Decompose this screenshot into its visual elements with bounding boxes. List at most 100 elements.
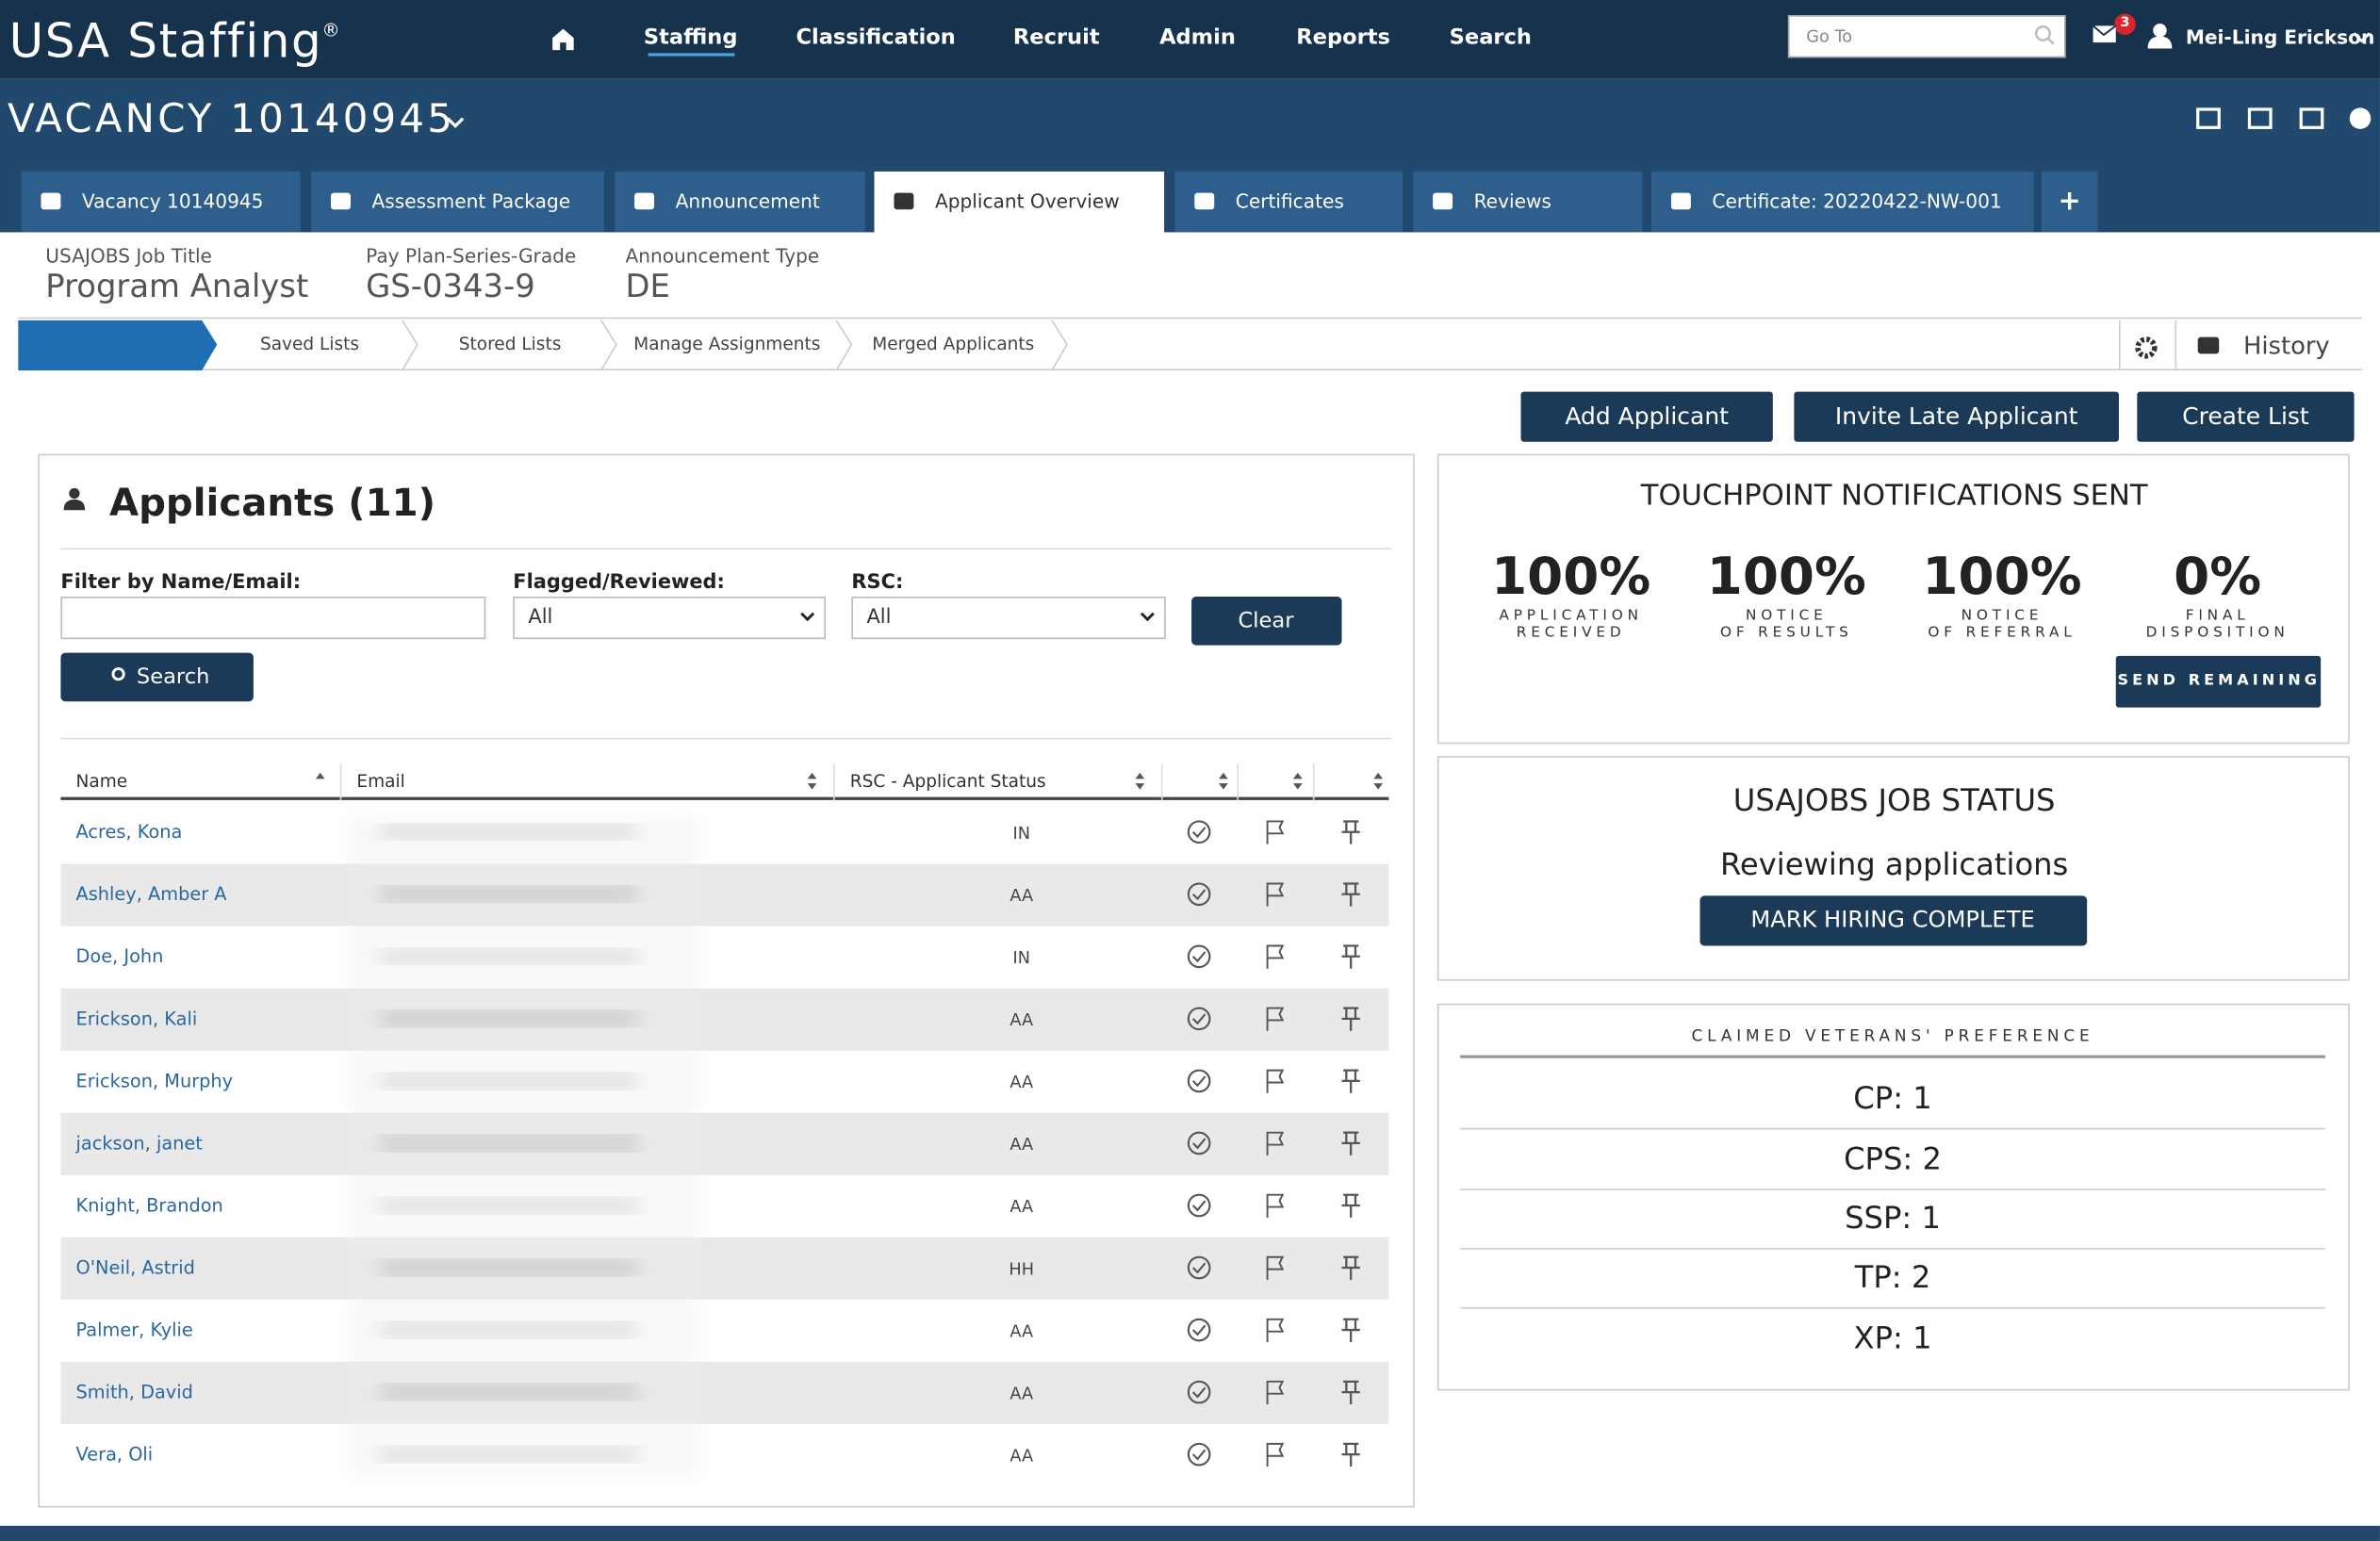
job-field-label: USAJOBS Job Title	[45, 243, 212, 268]
tab-label[interactable]: Certificate: 20220422-NW-001	[1712, 189, 2002, 213]
select-caret	[1140, 612, 1155, 622]
send-remaining-label[interactable]: SEND REMAINING	[2117, 672, 2321, 690]
history-link[interactable]: History	[2243, 331, 2330, 360]
email-redacted	[379, 1259, 638, 1276]
subtab[interactable]: Stored Lists	[458, 333, 562, 354]
bottom-bar	[0, 1525, 2380, 1541]
applicant-name[interactable]: Knight, Brandon	[75, 1194, 223, 1217]
sort-icon	[315, 772, 325, 779]
stat-value: 100%	[1922, 546, 2082, 608]
filter-select-value[interactable]: All	[866, 606, 892, 630]
applicant-name[interactable]: jackson, janet	[75, 1132, 203, 1155]
applicant-name[interactable]: Doe, John	[75, 945, 164, 968]
settings-button[interactable]	[2118, 320, 2177, 371]
send-remaining-button[interactable]	[2115, 655, 2322, 708]
filter-select[interactable]	[513, 597, 827, 640]
pin-icon	[1341, 1255, 1360, 1280]
applicant-name[interactable]: Acres, Kona	[75, 821, 183, 843]
subtab[interactable]: Manage Assignments	[633, 333, 821, 354]
column-header[interactable]: RSC - Applicant Status	[849, 770, 1046, 792]
action-button[interactable]	[1520, 391, 1773, 442]
tab[interactable]	[615, 172, 865, 233]
filter-label: Flagged/Reviewed:	[513, 571, 725, 595]
job-status-panel	[1436, 756, 2350, 981]
nav-item[interactable]: Admin	[1159, 25, 1236, 51]
applicant-name[interactable]: O'Neil, Astrid	[75, 1256, 195, 1279]
tab-label[interactable]: Applicant Overview	[934, 189, 1120, 213]
email-redacted	[379, 1385, 638, 1401]
vacancy-title: VACANCY 10140945	[8, 97, 456, 143]
tab-label[interactable]: Certificates	[1235, 189, 1344, 213]
column-divider	[1237, 763, 1239, 800]
applicant-name[interactable]: Palmer, Kylie	[75, 1319, 193, 1341]
subtab[interactable]: Saved Lists	[259, 333, 360, 354]
goto-input[interactable]	[1787, 15, 2066, 58]
reviewed-check	[1191, 1386, 1206, 1399]
action-button[interactable]	[1794, 391, 2119, 442]
applicant-name[interactable]: Erickson, Kali	[75, 1008, 198, 1030]
stat-label: FINAL	[2185, 607, 2250, 625]
flag-icon	[1266, 1193, 1285, 1218]
filter-select[interactable]	[851, 597, 1166, 640]
column-header[interactable]: Email	[356, 770, 405, 792]
tab-icon	[1194, 192, 1215, 210]
stat-label: APPLICATION	[1499, 607, 1643, 625]
subtab-bar	[18, 319, 2362, 371]
tab-icon	[1670, 192, 1691, 210]
email-redacted	[379, 1135, 638, 1151]
applicant-name[interactable]: Erickson, Murphy	[75, 1070, 234, 1092]
stat-label: RECEIVED	[1516, 624, 1626, 642]
veterans-divider	[1460, 1189, 2325, 1190]
subtab[interactable]: Merged Applicants	[872, 333, 1035, 354]
nav-item[interactable]: Recruit	[1012, 25, 1100, 51]
mark-complete-label[interactable]: MARK HIRING COMPLETE	[1750, 905, 2035, 933]
tab-label[interactable]: Vacancy 10140945	[81, 189, 264, 213]
applicant-name[interactable]: Smith, David	[75, 1381, 193, 1403]
pin-icon	[1341, 1380, 1360, 1404]
reviewed-icon	[1187, 882, 1211, 907]
applicant-name[interactable]: Ashley, Amber A	[75, 883, 227, 906]
search-button[interactable]	[60, 652, 254, 702]
tab[interactable]	[874, 172, 1165, 236]
filter-select-value[interactable]: All	[528, 606, 553, 630]
row-stripe	[60, 863, 1389, 926]
search-icon-handle	[2046, 37, 2055, 45]
search-button-label[interactable]: Search	[136, 664, 210, 690]
applicant-status: AA	[1009, 1197, 1034, 1218]
action-button[interactable]	[2137, 391, 2355, 442]
table-rule	[60, 737, 1392, 740]
tab[interactable]	[1651, 172, 2034, 233]
applicant-name[interactable]: Vera, Oli	[75, 1443, 154, 1466]
toolbar-icon	[2196, 107, 2221, 129]
flag-icon	[1266, 1007, 1285, 1031]
action-button-label[interactable]: Add Applicant	[1565, 402, 1729, 431]
tab-label[interactable]: Assessment Package	[371, 189, 571, 213]
tab[interactable]	[2041, 172, 2098, 233]
name-filter-input[interactable]	[60, 597, 486, 640]
sort-icon	[1219, 783, 1228, 790]
veterans-divider	[1460, 1306, 2325, 1309]
nav-item[interactable]: Search	[1449, 25, 1532, 51]
column-header[interactable]: Name	[75, 770, 128, 792]
clear-button-label[interactable]: Clear	[1238, 608, 1294, 633]
subtab-active	[18, 320, 218, 371]
user-name[interactable]: Mei-Ling Erickson	[2185, 25, 2375, 49]
action-button-label[interactable]: Invite Late Applicant	[1834, 402, 2078, 431]
applicants-title: Applicants (11)	[108, 480, 436, 525]
subtab-divider	[402, 320, 419, 371]
clear-button[interactable]	[1191, 597, 1342, 646]
nav-item[interactable]: Staffing	[643, 25, 738, 51]
tab-label[interactable]: +	[2058, 185, 2081, 218]
nav-item[interactable]: Reports	[1296, 25, 1390, 51]
tab-label[interactable]: Announcement	[675, 189, 820, 213]
tab[interactable]	[311, 172, 604, 233]
nav-item[interactable]: Classification	[796, 25, 956, 51]
row-stripe	[60, 988, 1389, 1051]
tab-label[interactable]: Reviews	[1473, 189, 1551, 213]
tab[interactable]	[21, 172, 301, 233]
mark-complete-button[interactable]	[1699, 895, 2088, 946]
action-button-label[interactable]: Create List	[2182, 402, 2309, 431]
applicant-status: IN	[1012, 823, 1030, 844]
notification-count: 3	[2120, 15, 2130, 32]
